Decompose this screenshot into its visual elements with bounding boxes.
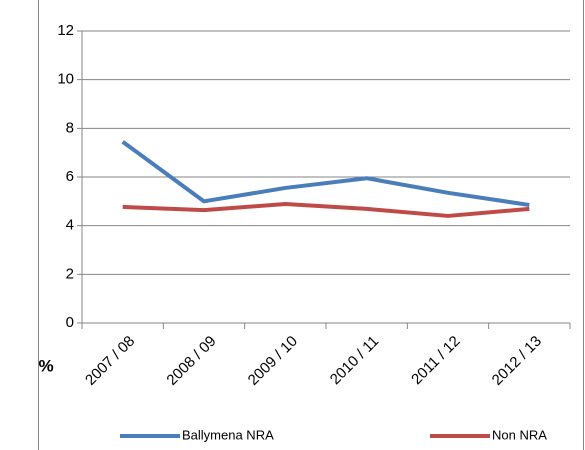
y-tick-label: 10: [57, 71, 74, 88]
legend-label: Non NRA: [492, 427, 547, 442]
y-tick-label: 4: [66, 217, 74, 234]
y-tick-label: 8: [66, 119, 74, 136]
legend-label: Ballymena NRA: [182, 427, 274, 442]
data-line: [121, 140, 530, 207]
y-tick-label: 0: [66, 314, 74, 331]
data-line: [122, 202, 530, 218]
y-tick-label: 2: [66, 265, 74, 282]
chart-frame: [38, 0, 584, 450]
y-tick-label: 6: [66, 168, 74, 185]
y-tick-label: 12: [57, 22, 74, 39]
y-axis-label: %: [38, 356, 53, 375]
